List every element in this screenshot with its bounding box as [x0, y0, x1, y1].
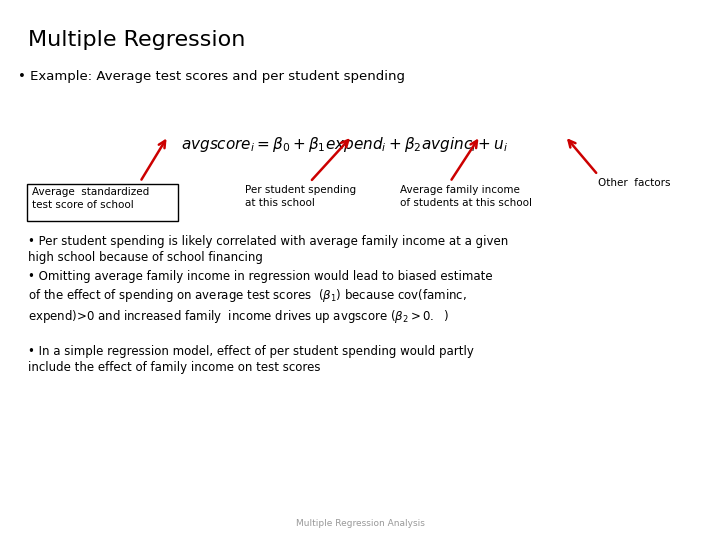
Text: Average  standardized
test score of school: Average standardized test score of schoo…: [32, 187, 149, 210]
Text: • Per student spending is likely correlated with average family income at a give: • Per student spending is likely correla…: [28, 235, 508, 265]
Text: Other  factors: Other factors: [598, 178, 670, 188]
Text: Per student spending
at this school: Per student spending at this school: [245, 185, 356, 208]
Text: Average family income
of students at this school: Average family income of students at thi…: [400, 185, 532, 208]
Text: Multiple Regression Analysis: Multiple Regression Analysis: [296, 519, 424, 528]
Text: Multiple Regression: Multiple Regression: [28, 30, 246, 50]
Text: • Omitting average family income in regression would lead to biased estimate
of : • Omitting average family income in regr…: [28, 270, 492, 326]
Text: • Example: Average test scores and per student spending: • Example: Average test scores and per s…: [18, 70, 405, 83]
Text: • In a simple regression model, effect of per student spending would partly
incl: • In a simple regression model, effect o…: [28, 345, 474, 375]
Text: $avgscore_i = \beta_0 + \beta_1 expend_i + \beta_2 avginc_i + u_i$: $avgscore_i = \beta_0 + \beta_1 expend_i…: [181, 135, 508, 154]
